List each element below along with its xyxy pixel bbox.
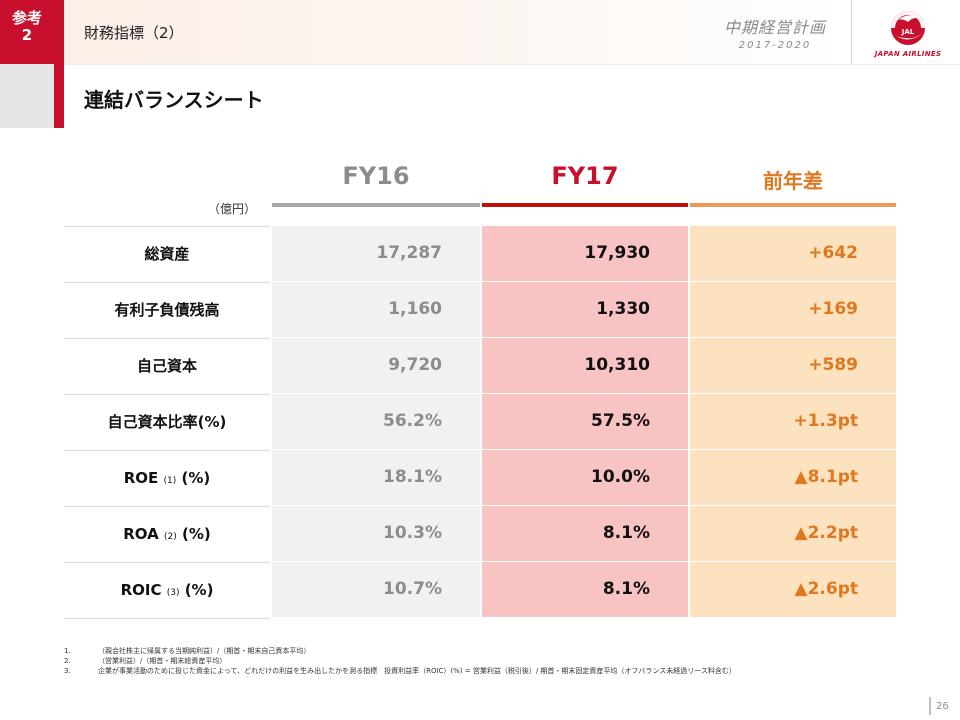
cell-fy16: 1,160 [272,282,480,337]
cell-fy17: 8.1% [482,506,688,561]
table-bottom-rule [64,618,270,619]
slide-header-title: 財務指標（2） [84,24,184,42]
cell-diff: +1.3pt [690,394,896,449]
row-label: 有利子負債残高 [64,282,270,338]
cell-fy16: 10.7% [272,562,480,617]
svg-text:JAL: JAL [901,28,915,36]
header-divider [851,0,852,64]
cell-diff: +589 [690,338,896,393]
cell-fy17: 10,310 [482,338,688,393]
column-header-fy16: FY16 [342,162,410,190]
side-block [0,64,54,128]
footnotes: 1. （親会社株主に帰属する当期純利益）/（期首・期末自己資本平均） 2. （営業利… [64,646,934,676]
header-band [0,0,850,64]
table-row: ROE (1) (%) 18.1% 10.0% ▲8.1pt [64,450,896,506]
plan-title: 中期経営計画 [723,18,826,37]
cell-fy16: 18.1% [272,450,480,505]
section-title: 連結バランスシート [84,88,264,112]
table-row: ROA (2) (%) 10.3% 8.1% ▲2.2pt [64,506,896,562]
column-underline-fy16 [272,203,480,207]
footnote-item: 3. 企業が事業活動のために投じた資金によって、どれだけの利益を生み出したかを測る… [64,667,736,675]
table-row: 有利子負債残高 1,160 1,330 +169 [64,282,896,338]
accent-bar [54,0,64,128]
cell-fy17: 8.1% [482,562,688,617]
reference-label: 参考 [11,9,42,27]
table-row: 自己資本 9,720 10,310 +589 [64,338,896,394]
cell-diff: ▲8.1pt [690,450,896,505]
footnote-item: 1. （親会社株主に帰属する当期純利益）/（期首・期末自己資本平均） [64,647,311,655]
plan-years: 2017-2020 [738,40,812,51]
balance-sheet-table: 総資産 17,287 17,930 +642 有利子負債残高 1,160 1,3… [64,226,896,618]
reference-number: 2 [21,26,33,44]
cell-diff: ▲2.2pt [690,506,896,561]
row-label: ROA (2) (%) [64,506,270,562]
row-label: 総資産 [64,226,270,282]
footnote-ref: (2) [164,532,177,542]
midterm-plan-label: 中期経営計画 2017-2020 [720,14,830,51]
cell-fy16: 9,720 [272,338,480,393]
logo-wordmark: JAPAN AIRLINES [874,50,942,58]
cell-fy17: 1,330 [482,282,688,337]
row-label: ROIC (3) (%) [64,562,270,618]
page-number-divider [929,697,931,715]
row-label: ROE (1) (%) [64,450,270,506]
table-row: ROIC (3) (%) 10.7% 8.1% ▲2.6pt [64,562,896,618]
cell-diff: ▲2.6pt [690,562,896,617]
row-label: 自己資本 [64,338,270,394]
column-underline-fy17 [482,203,688,207]
row-label: 自己資本比率(%) [64,394,270,450]
table-row: 総資産 17,287 17,930 +642 [64,226,896,282]
cell-fy17: 57.5% [482,394,688,449]
crane-logo-icon: JAL [891,11,925,45]
column-underline-diff [690,203,896,207]
cell-fy16: 17,287 [272,226,480,281]
column-header-diff: 前年差 [763,169,823,193]
table-row: 自己資本比率(%) 56.2% 57.5% +1.3pt [64,394,896,450]
cell-diff: +642 [690,226,896,281]
page-number: 26 [936,701,949,712]
footnote-ref: (3) [166,588,180,598]
header-rule [64,64,960,65]
column-header-fy17: FY17 [551,162,619,190]
cell-fy16: 56.2% [272,394,480,449]
cell-fy17: 10.0% [482,450,688,505]
cell-fy17: 17,930 [482,226,688,281]
footnote-ref: (1) [163,476,177,486]
unit-label: （億円） [208,202,257,216]
jal-logo: JAL JAPAN AIRLINES [868,8,948,62]
cell-diff: +169 [690,282,896,337]
footnote-item: 2. （営業利益）/（期首・期末総資産平均） [64,657,227,665]
reference-badge: 参考 2 [0,0,54,64]
cell-fy16: 10.3% [272,506,480,561]
